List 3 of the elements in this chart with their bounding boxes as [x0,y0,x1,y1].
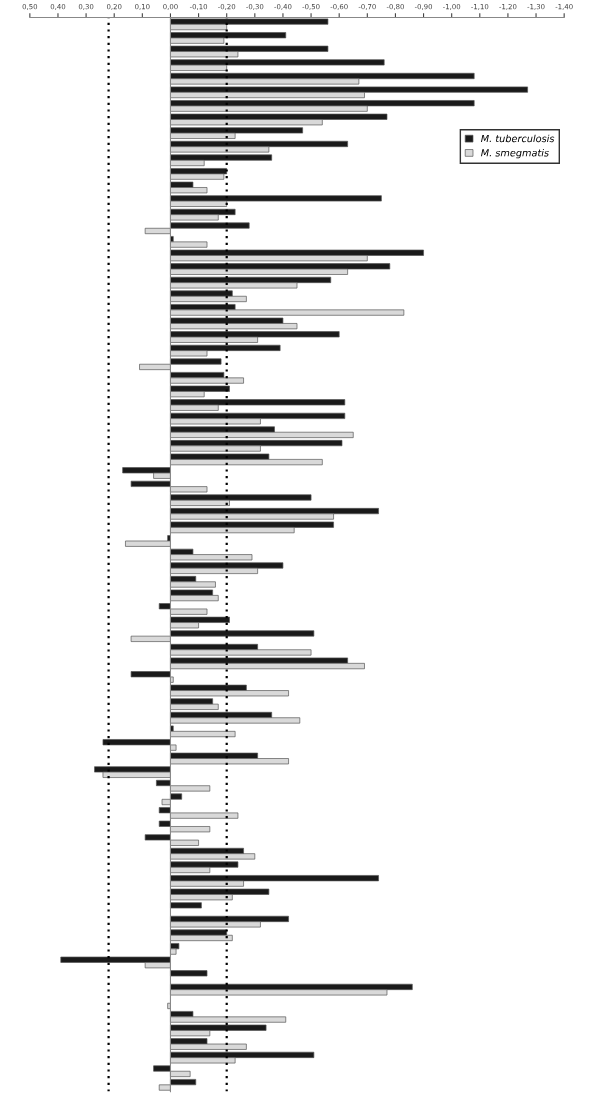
legend-label: M. smegmatis [481,148,549,159]
bar [170,970,208,977]
legend-label: M. tuberculosis [481,134,555,143]
